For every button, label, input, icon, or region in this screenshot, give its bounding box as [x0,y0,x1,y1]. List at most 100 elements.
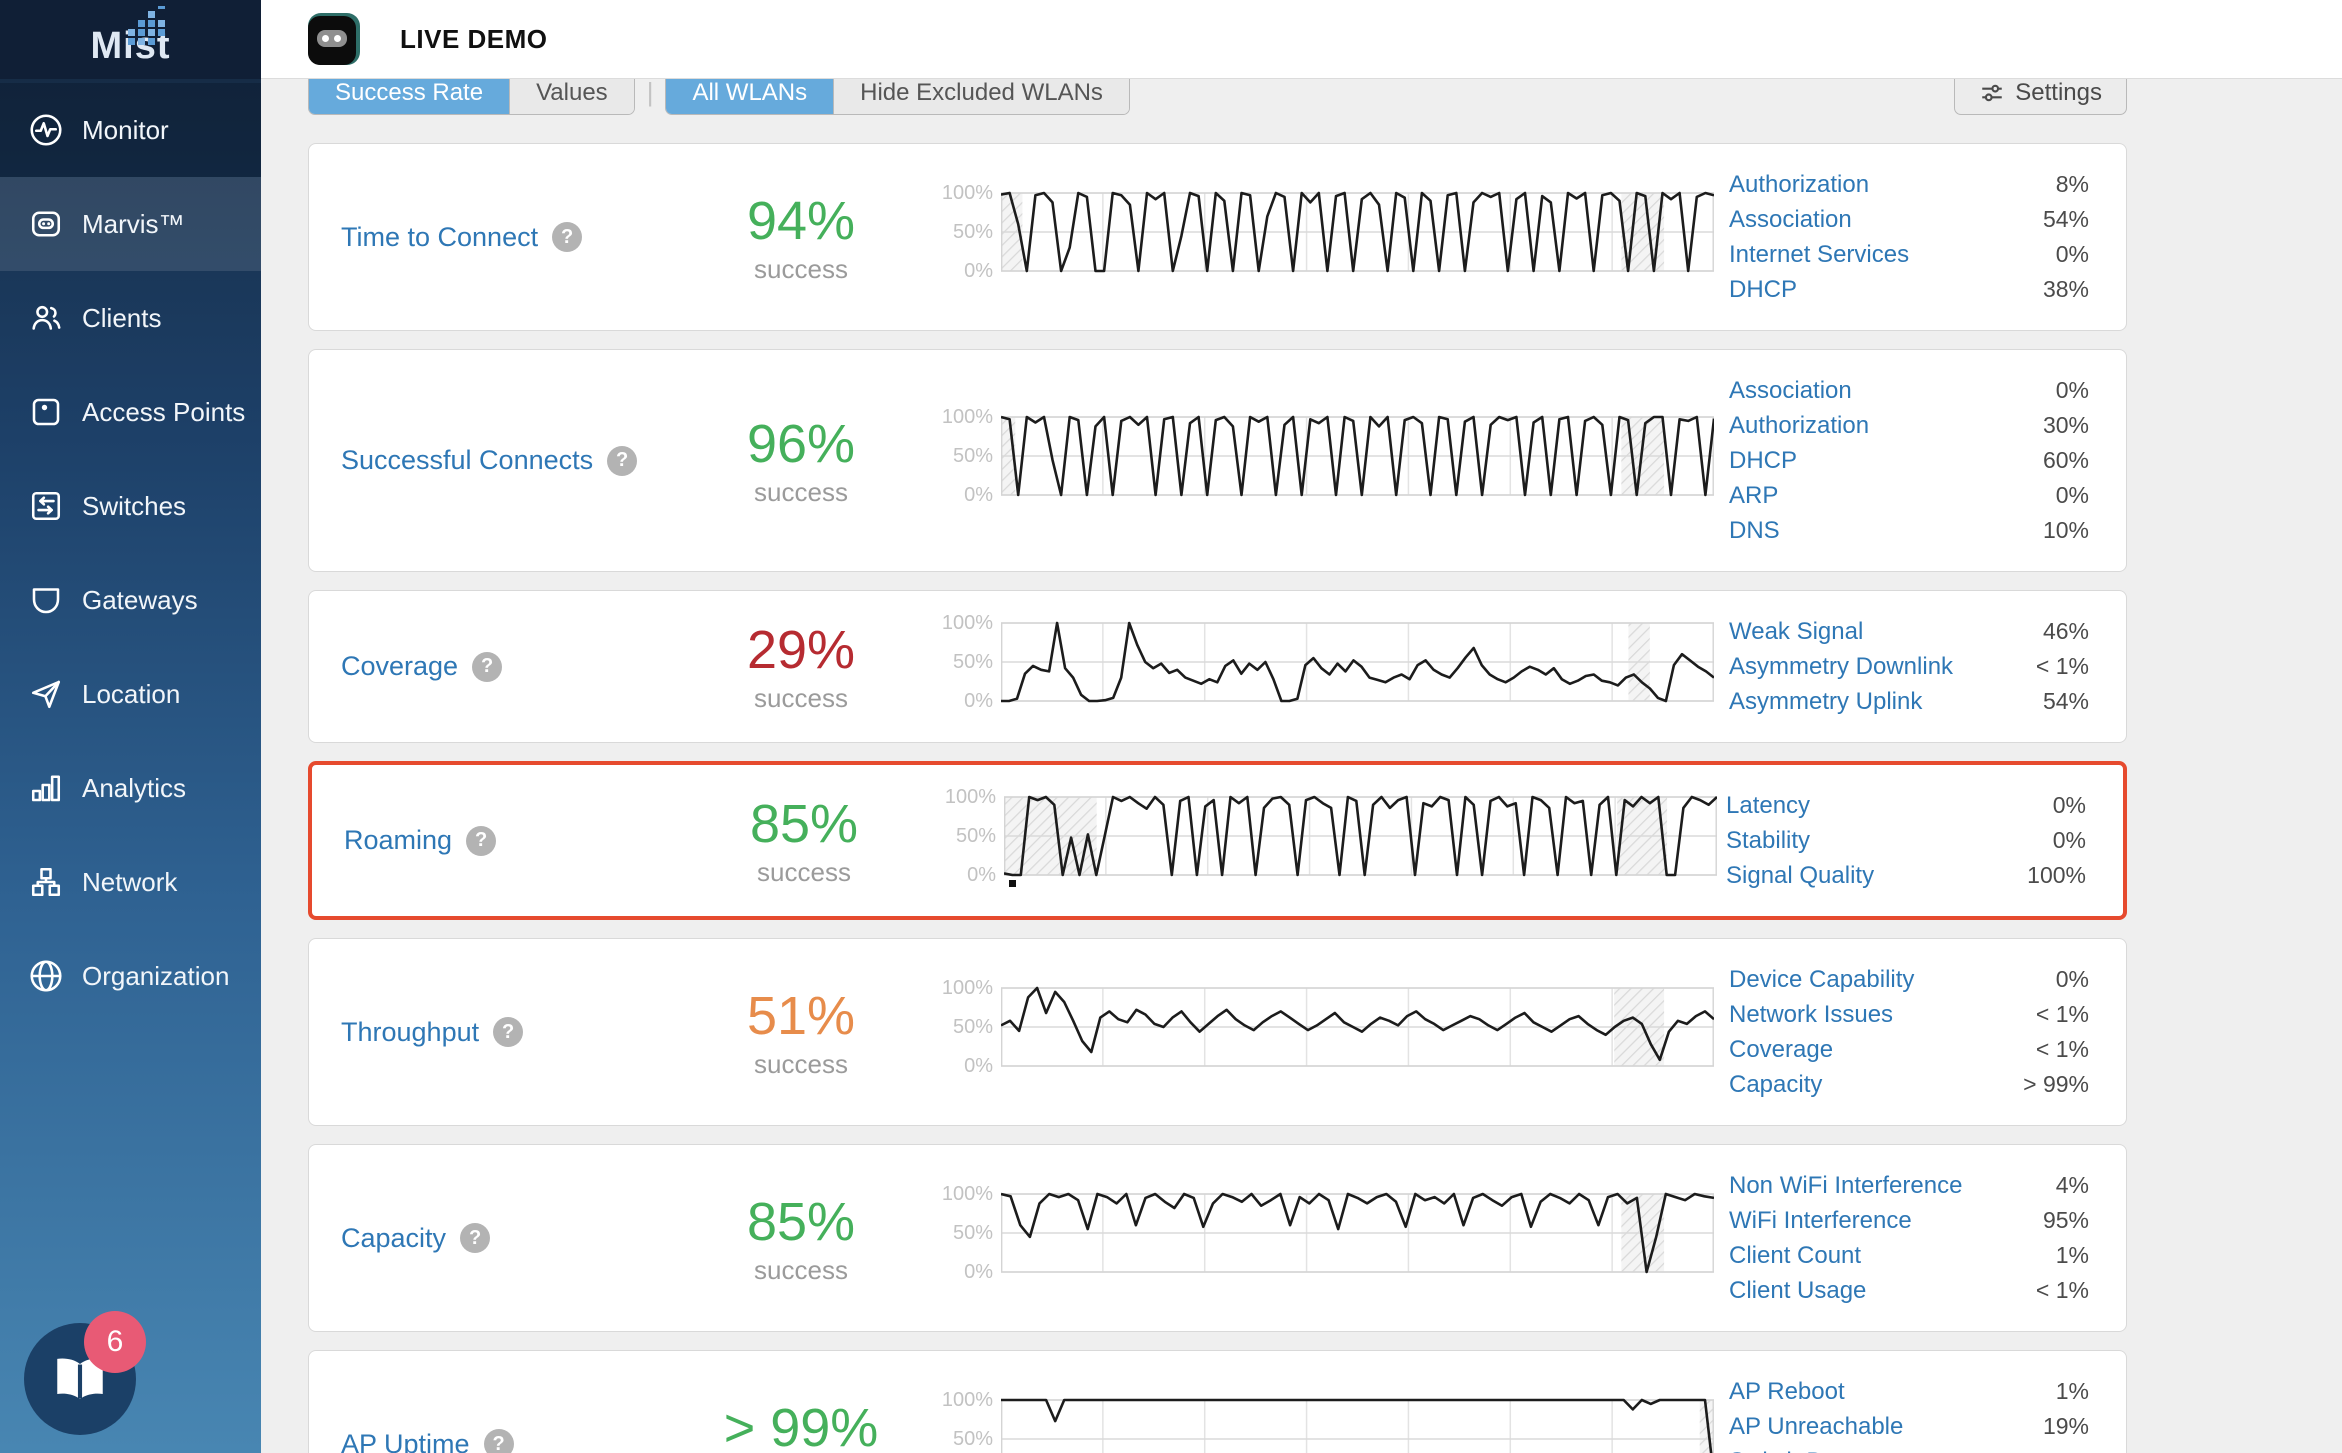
tick-100: 100% [941,1389,993,1411]
toggle-hide-excluded-wlans[interactable]: Hide Excluded WLANs [833,72,1129,114]
sle-chart: 100% 50% 0% [916,786,1717,889]
sle-success-value: 94% [746,190,856,251]
classifier-value: 60% [2042,447,2089,473]
classifier-value: 0% [2052,827,2086,853]
sle-title-link[interactable]: AP Uptime [341,1428,470,1453]
sidebar-item-switches[interactable]: Switches [0,459,261,553]
classifier-name-link[interactable]: WiFi Interference [1729,1206,1912,1234]
help-question-icon[interactable]: ? [460,1223,491,1253]
sidebar-item-label: Access Points [82,396,246,427]
classifier-name-link[interactable]: Association [1729,376,1852,404]
classifier-name-link[interactable]: AP Unreachable [1729,1412,1904,1440]
classifier-row: Latency 0% [1726,788,2086,823]
classifier-name-link[interactable]: Client Count [1729,1241,1862,1269]
classifier-name-link[interactable]: Device Capability [1729,965,1915,993]
toggle-success-rate[interactable]: Success Rate [309,72,510,114]
marvis-icon [26,204,66,244]
classifier-value: 4% [2055,1172,2089,1198]
organization-icon [26,956,66,996]
help-question-icon[interactable]: ? [483,1429,514,1453]
sidebar-item-label: Gateways [82,584,198,615]
help-question-icon[interactable]: ? [607,445,638,476]
sle-row-throughput: Throughput? 51% success 100% 50% 0% Device Cap… [308,938,2127,1126]
classifier-name-link[interactable]: Authorization [1729,411,1870,439]
classifier-name-link[interactable]: Stability [1726,826,1811,854]
chart-y-axis-labels: 100% 50% 0% [913,1183,993,1286]
help-question-icon[interactable]: ? [493,1017,524,1047]
classifier-name-link[interactable]: Asymmetry Uplink [1729,687,1923,715]
sle-success-value: 29% [746,620,856,680]
sidebar-item-location[interactable]: Location [0,647,261,741]
sle-value-block: 96% success [691,413,911,508]
classifier-name-link[interactable]: Asymmetry Downlink [1729,652,1954,680]
classifier-name-link[interactable]: DNS [1729,516,1780,544]
sle-chart: 100% 50% 0% [913,406,1714,509]
classifier-name-link[interactable]: Signal Quality [1726,861,1875,889]
sidebar-item-monitor[interactable]: Monitor [0,83,261,177]
classifier-value: 100% [2027,862,2086,888]
help-bubble: 6 [24,1311,146,1435]
toggle-all-wlans[interactable]: All WLANs [666,72,834,114]
classifier-name-link[interactable]: Network Issues [1729,1000,1894,1028]
sidebar-item-marvis[interactable]: Marvis™ [0,177,261,271]
marvis-bot-icon[interactable] [308,13,360,65]
toolbar-divider: | [646,77,654,107]
sidebar-item-network[interactable]: Network [0,835,261,929]
classifier-name-link[interactable]: Association [1729,205,1852,233]
help-badge: 6 [84,1311,146,1373]
classifier-value: 10% [2042,517,2089,543]
sle-title-link[interactable]: Roaming [344,825,453,855]
sidebar-item-label: Monitor [82,114,169,145]
classifier-name-link[interactable]: Switch Down [1729,1448,1868,1453]
classifier-list: Latency 0% Stability 0% Signal Quality 100% [1726,788,2086,893]
classifier-row: WiFi Interference 95% [1729,1203,2089,1238]
mist-logo[interactable]: Mist [0,0,261,79]
classifier-row: Internet Services 0% [1729,237,2089,272]
classifier-name-link[interactable]: Latency [1726,791,1811,819]
tick-50: 50% [952,1428,993,1450]
sidebar-item-analytics[interactable]: Analytics [0,741,261,835]
classifier-name-link[interactable]: Capacity [1729,1070,1823,1098]
classifier-name-link[interactable]: DHCP [1729,275,1798,303]
toggle-values[interactable]: Values [509,72,634,114]
sle-title-link[interactable]: Successful Connects [341,445,594,475]
tick-50: 50% [952,1222,993,1244]
sle-title-block: Coverage? [341,651,691,682]
classifier-name-link[interactable]: Weak Signal [1729,617,1864,645]
bot-visor [317,30,347,47]
help-question-icon[interactable]: ? [552,222,583,252]
sle-success-unit: success [757,857,851,887]
classifier-value: < 1% [2035,1036,2089,1062]
sle-metric-list: Time to Connect? 94% success 100% 50% 0% Autho… [308,143,2127,1453]
classifier-name-link[interactable]: DHCP [1729,446,1798,474]
sle-title-link[interactable]: Capacity [341,1222,447,1253]
sidebar-item-organization[interactable]: Organization [0,929,261,1023]
sle-row-roaming: Roaming? 85% success 100% 50% 0% Latency 0% Stab… [308,761,2127,920]
help-question-icon[interactable]: ? [472,651,503,682]
sle-title-block: Roaming? [344,825,694,856]
tick-50: 50% [952,221,993,243]
sle-sparkline-chart [1001,1398,1714,1453]
classifier-name-link[interactable]: AP Reboot [1729,1377,1845,1405]
sle-title-link[interactable]: Throughput [341,1016,480,1047]
sidebar-item-gateways[interactable]: Gateways [0,553,261,647]
classifier-name-link[interactable]: Client Usage [1729,1276,1867,1304]
classifier-row: Authorization 8% [1729,167,2089,202]
sidebar-item-access-points[interactable]: Access Points [0,365,261,459]
help-question-icon[interactable]: ? [466,825,497,856]
sle-sparkline-chart [1001,1192,1714,1274]
classifier-name-link[interactable]: Internet Services [1729,240,1910,268]
sle-chart: 100% 50% 0% [913,612,1714,715]
sidebar-item-clients[interactable]: Clients [0,271,261,365]
view-toggle-group: Success Rate Values [308,71,635,115]
classifier-name-link[interactable]: Authorization [1729,170,1870,198]
sle-title-link[interactable]: Time to Connect [341,221,539,252]
tick-100: 100% [941,1183,993,1205]
sidebar-item-label: Analytics [82,772,187,803]
classifier-name-link[interactable]: Non WiFi Interference [1729,1171,1963,1199]
classifier-name-link[interactable]: Coverage [1729,1035,1834,1063]
sle-title-link[interactable]: Coverage [341,651,459,681]
classifier-name-link[interactable]: ARP [1729,481,1779,509]
sidebar-item-label: Organization [82,960,230,991]
